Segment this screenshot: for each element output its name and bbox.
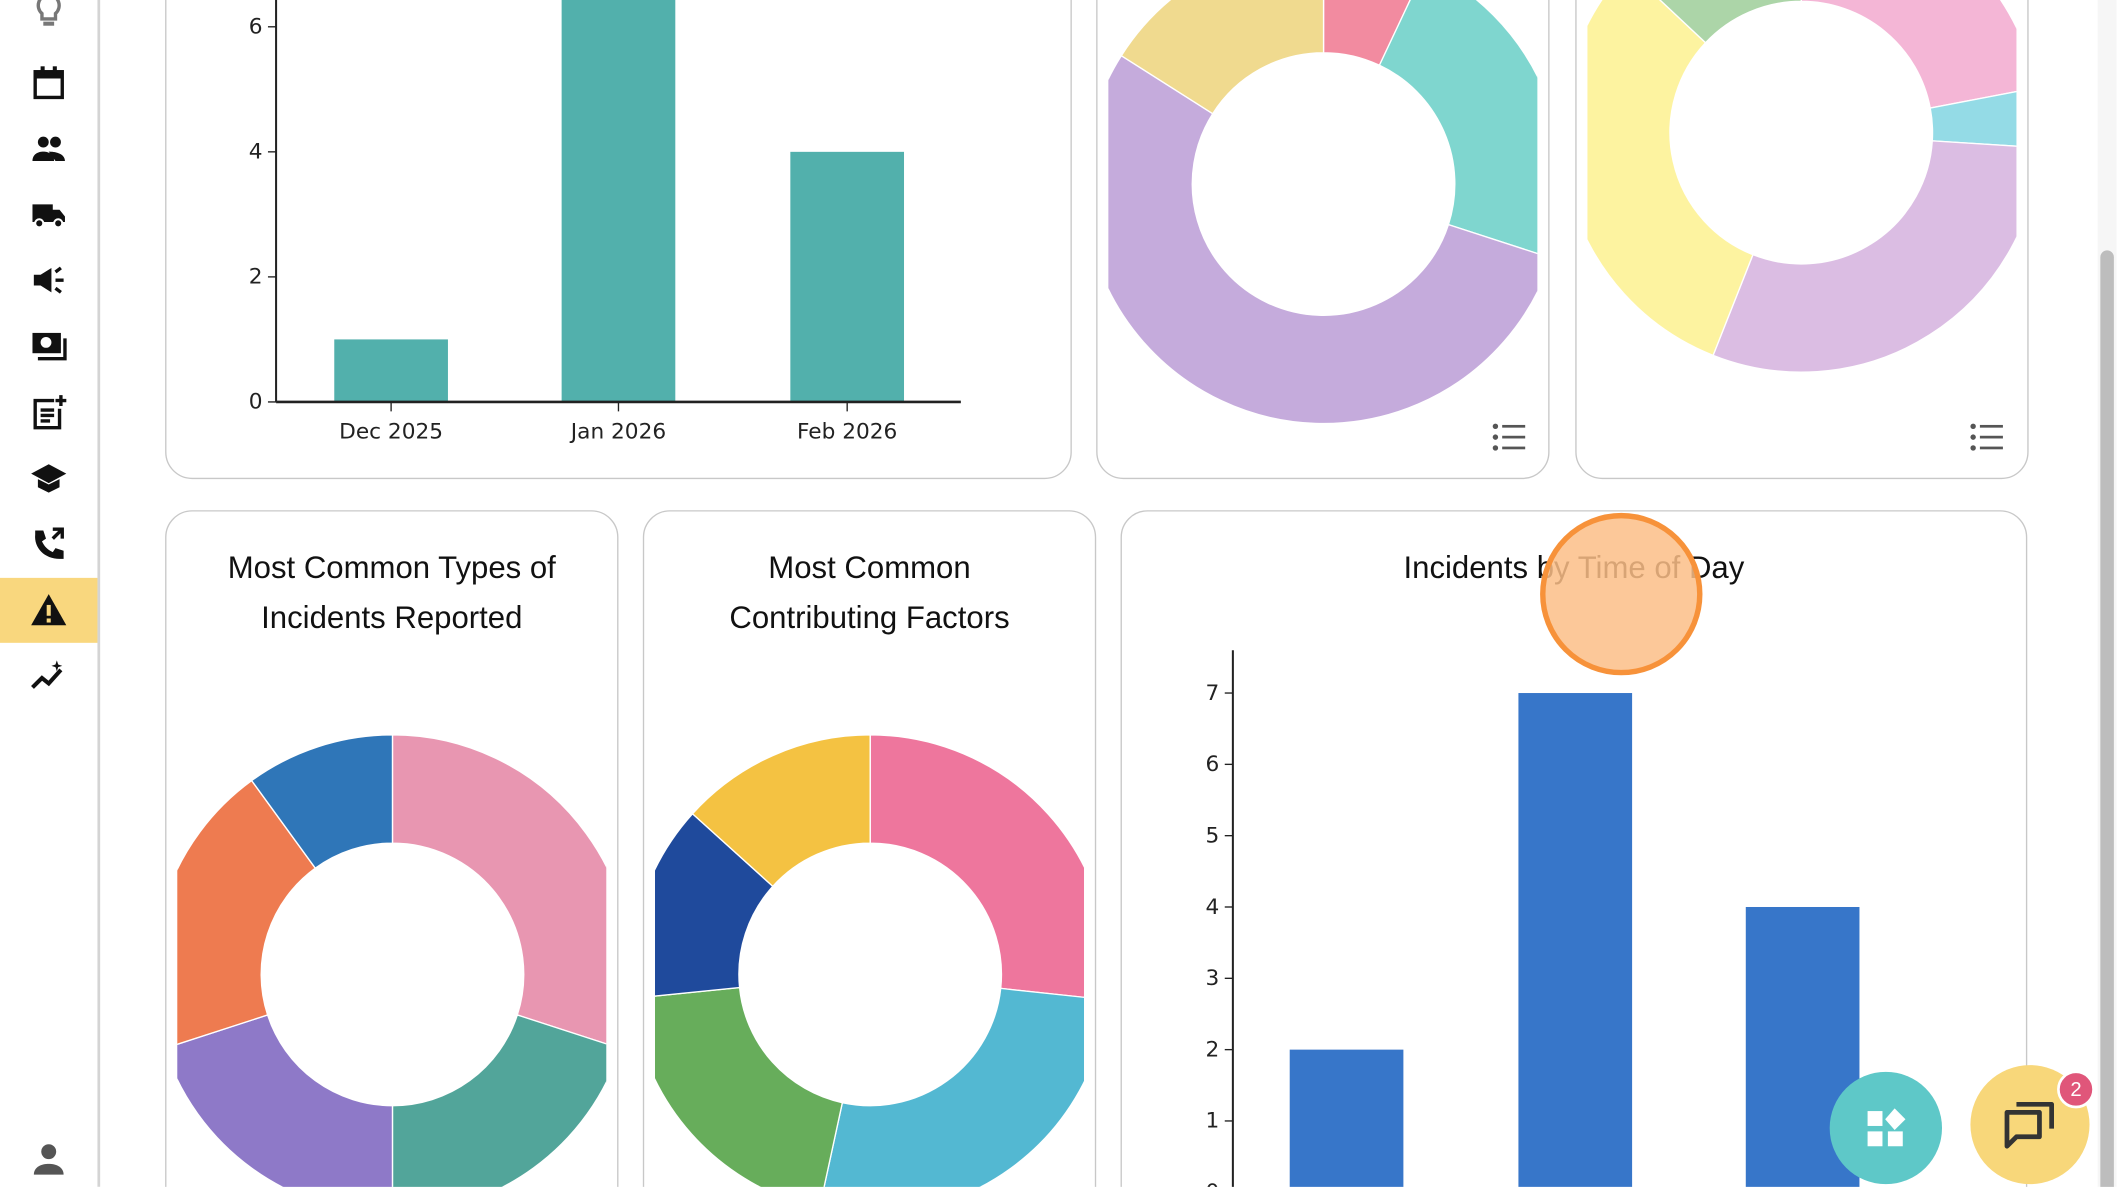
y-tick-label: 0 xyxy=(1206,1180,1220,1187)
y-tick-label: 4 xyxy=(1206,895,1220,920)
incidents-by-month-card: 0 2 4 6 Dec 2025 Jan 2026 Feb 2026 xyxy=(165,0,1072,480)
sidebar-item-megaphone[interactable] xyxy=(0,248,97,313)
people-icon xyxy=(32,136,65,162)
bar xyxy=(334,339,448,402)
y-tick-label: 6 xyxy=(1206,752,1220,777)
donut-slice xyxy=(1712,140,2017,373)
sidebar-item-calendar[interactable] xyxy=(0,50,97,115)
donut-slices xyxy=(655,734,1085,1187)
warning-icon xyxy=(31,594,67,626)
school-icon xyxy=(31,464,67,493)
y-tick-label: 2 xyxy=(1206,1037,1220,1062)
money-icon xyxy=(32,332,67,361)
donut-slice xyxy=(1322,0,1411,67)
donut-slice xyxy=(250,734,394,870)
donut-slice xyxy=(1800,0,2017,109)
donut-slices xyxy=(1108,0,1538,425)
donut-slice xyxy=(177,1014,394,1187)
donut-slice xyxy=(823,987,1085,1187)
sidebar-item-warning[interactable] xyxy=(0,577,98,643)
donut-card-1 xyxy=(1096,0,1550,480)
sidebar-item-money[interactable] xyxy=(0,314,97,379)
y-tick-label: 5 xyxy=(1206,823,1220,848)
x-tick-label: Feb 2026 xyxy=(797,419,897,444)
title-line: Most Common xyxy=(768,549,971,585)
widgets-button[interactable] xyxy=(1829,1071,1943,1185)
y-tick-label: 1 xyxy=(1206,1109,1220,1134)
time-of-day-chart: 0 1 2 3 4 5 6 7 xyxy=(1206,650,1860,1187)
person-icon xyxy=(33,1144,64,1175)
sidebar-item-truck[interactable] xyxy=(0,181,97,246)
sidebar-item-lightbulb[interactable] xyxy=(0,0,97,43)
y-tick-label: 4 xyxy=(249,140,263,165)
incident-types-donut xyxy=(177,734,607,1187)
legend-list-icon[interactable] xyxy=(1491,422,1526,452)
chat-icon xyxy=(2004,1101,2055,1149)
x-tick-label: Dec 2025 xyxy=(339,419,443,444)
phone-forwarded-icon xyxy=(35,527,64,559)
widgets-icon xyxy=(1866,1107,1905,1146)
sidebar-item-insights[interactable] xyxy=(0,644,97,709)
title-line: Most Common Types of xyxy=(227,549,556,585)
donut-slice xyxy=(691,734,871,888)
post-add-icon xyxy=(33,395,67,430)
title-line: Contributing Factors xyxy=(729,599,1010,635)
donut-chart-1 xyxy=(1108,0,1538,425)
lightbulb-icon xyxy=(36,0,61,26)
legend-list-icon[interactable] xyxy=(1969,422,2004,452)
donut-card-2 xyxy=(1575,0,2029,480)
card-title: Most Common Contributing Factors xyxy=(644,543,1095,643)
bar xyxy=(1289,1049,1404,1187)
contributing-factors-donut xyxy=(655,734,1085,1187)
donut-slices xyxy=(1587,0,2017,373)
profile-button[interactable] xyxy=(0,1126,97,1187)
sidebar-item-school[interactable] xyxy=(0,447,97,512)
donut-slice xyxy=(1659,0,1802,44)
bar xyxy=(790,151,905,402)
sidebar-item-post-add[interactable] xyxy=(0,380,97,445)
donut-chart-2 xyxy=(1587,0,2017,373)
donut-slice xyxy=(869,734,1085,998)
bar xyxy=(561,0,676,402)
scrollbar[interactable] xyxy=(2097,0,2117,1187)
contributing-factors-card: Most Common Contributing Factors xyxy=(642,510,1097,1187)
donut-slice xyxy=(1587,0,1754,357)
y-tick-label: 3 xyxy=(1206,966,1220,991)
y-tick-label: 2 xyxy=(249,265,263,290)
donut-slice xyxy=(177,779,317,1046)
y-tick-label: 7 xyxy=(1206,681,1220,706)
truck-icon xyxy=(32,204,65,229)
calendar-icon xyxy=(33,66,64,100)
title-line: Incidents Reported xyxy=(261,599,523,635)
sidebar-item-people[interactable] xyxy=(0,116,97,181)
donut-slice xyxy=(1120,0,1325,115)
chat-notification-badge: 2 xyxy=(2057,1070,2095,1109)
y-tick-label: 6 xyxy=(249,15,263,40)
incidents-by-month-chart: 0 2 4 6 Dec 2025 Jan 2026 Feb 2026 xyxy=(249,0,961,444)
incident-types-card: Most Common Types of Incidents Reported xyxy=(165,510,619,1187)
megaphone-icon xyxy=(33,266,64,294)
click-highlight xyxy=(1540,512,1703,676)
donut-slices xyxy=(177,734,607,1187)
donut-slice xyxy=(1108,54,1538,425)
sidebar-item-phone-forwarded[interactable] xyxy=(0,512,97,577)
donut-slice xyxy=(391,1014,607,1187)
sidebar xyxy=(0,0,101,1187)
y-tick-label: 0 xyxy=(249,390,263,415)
scrollbar-thumb[interactable] xyxy=(2100,250,2114,1187)
donut-slice xyxy=(1378,0,1538,255)
card-title: Most Common Types of Incidents Reported xyxy=(166,543,617,643)
donut-slice xyxy=(391,734,607,1045)
donut-slice xyxy=(655,986,844,1187)
x-tick-label: Jan 2026 xyxy=(569,419,666,444)
bar xyxy=(1518,693,1633,1187)
insights-icon xyxy=(31,660,63,689)
